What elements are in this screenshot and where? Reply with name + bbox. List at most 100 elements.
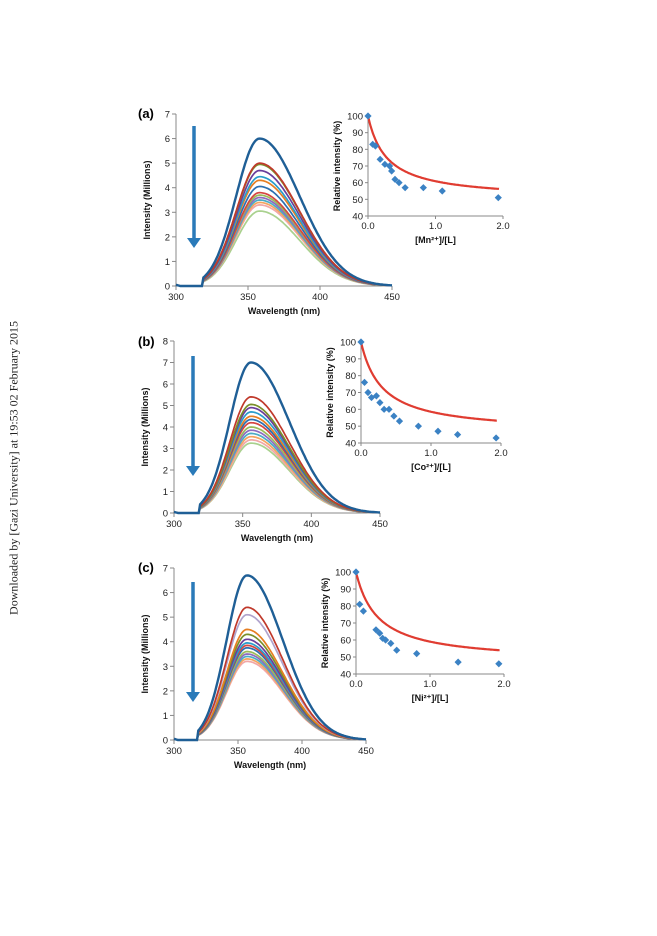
inset-y-tick-label: 80 <box>340 602 351 613</box>
x-tick-label: 400 <box>312 292 328 303</box>
inset-data-point <box>390 412 398 420</box>
inset-y-tick-label: 60 <box>352 178 363 189</box>
x-tick-label: 300 <box>166 746 182 757</box>
inset-y-axis-label: Relative intensity (%) <box>332 121 342 212</box>
inset-y-tick-label: 60 <box>340 636 351 647</box>
spectrum-series-line <box>175 162 392 287</box>
inset-x-tick-label: 1.0 <box>424 448 437 459</box>
inset-y-tick-label: 100 <box>340 338 356 349</box>
y-tick-label: 2 <box>163 466 168 477</box>
inset-data-point <box>360 378 369 386</box>
inset-fit-curve <box>366 115 500 190</box>
y-tick-label: 5 <box>165 159 170 170</box>
inset-data-point <box>386 162 394 170</box>
inset-x-tick-label: 0.0 <box>349 679 362 690</box>
inset-fit-curve <box>354 571 500 652</box>
inset-y-tick-label: 50 <box>345 422 356 433</box>
y-tick-label: 6 <box>163 588 168 599</box>
inset-y-tick-label: 90 <box>345 354 356 365</box>
y-tick-label: 2 <box>165 232 170 243</box>
inset-data-point <box>395 179 403 187</box>
inset-y-tick-label: 70 <box>340 619 351 630</box>
y-tick-label: 4 <box>165 183 170 194</box>
inset-data-point <box>371 142 380 150</box>
inset-data-point <box>414 422 422 430</box>
y-tick-label: 4 <box>163 637 168 648</box>
spectrum-series-line <box>173 606 367 741</box>
x-tick-label: 450 <box>372 519 388 530</box>
inset-x-tick-label: 1.0 <box>429 221 442 232</box>
inset-x-axis-label: [Ni²⁺]/[L] <box>412 693 449 703</box>
spectrum-series-line <box>173 574 366 742</box>
inset-data-point <box>492 434 500 442</box>
inset-plot: 40 50 60 70 80 90 100 0.0 1.0 2.0 Relative intensi… <box>325 338 508 473</box>
chart-panel-3: (c) 0 1 2 3 4 5 6 7 300 350 400 450 Intensity (Millio… <box>138 560 511 770</box>
y-tick-label: 7 <box>165 110 170 121</box>
inset-data-point <box>494 194 502 202</box>
inset-x-tick-label: 2.0 <box>497 679 510 690</box>
x-tick-label: 450 <box>358 746 374 757</box>
inset-y-tick-label: 80 <box>352 145 363 156</box>
inset-fit-curve <box>359 341 497 422</box>
panel-label: (c) <box>138 560 154 575</box>
inset-y-tick-label: 70 <box>352 162 363 173</box>
inset-data-point <box>376 155 384 163</box>
inset-x-tick-label: 0.0 <box>354 448 367 459</box>
inset-data-point <box>393 646 401 654</box>
inset-data-point <box>401 184 409 192</box>
inset-x-tick-label: 2.0 <box>494 448 507 459</box>
inset-data-point <box>382 636 390 644</box>
y-tick-label: 0 <box>163 509 168 520</box>
chart-panel-2: (b) 0 1 2 3 4 5 6 7 8 300 350 400 450 Intensity (Milli… <box>138 334 508 543</box>
inset-y-tick-label: 80 <box>345 371 356 382</box>
y-tick-label: 1 <box>165 257 170 268</box>
decrease-arrow-head <box>186 692 200 702</box>
inset-plot: 40 50 60 70 80 90 100 0.0 1.0 2.0 Relative intensi… <box>332 112 510 246</box>
inset-plot: 40 50 60 70 80 90 100 0.0 1.0 2.0 Relative intensi… <box>320 568 511 704</box>
inset-x-tick-label: 0.0 <box>361 221 374 232</box>
spectrum-series-line <box>175 137 392 288</box>
inset-data-point <box>419 184 427 192</box>
panel-label: (a) <box>138 106 154 121</box>
y-tick-label: 3 <box>163 662 168 673</box>
x-tick-label: 350 <box>235 519 251 530</box>
chart-panel-1: (a) 0 1 2 3 4 5 6 7 300 350 400 450 Intensity (Millio… <box>138 106 510 316</box>
inset-y-tick-label: 60 <box>345 405 356 416</box>
y-tick-label: 5 <box>163 613 168 624</box>
spectrum-series-line <box>173 361 381 515</box>
y-tick-label: 4 <box>163 423 168 434</box>
inset-y-tick-label: 40 <box>345 439 356 450</box>
y-tick-label: 0 <box>165 282 170 293</box>
inset-data-point <box>385 405 393 413</box>
inset-data-point <box>495 660 503 668</box>
inset-data-point <box>356 600 364 608</box>
y-tick-label: 1 <box>163 711 168 722</box>
inset-x-tick-label: 1.0 <box>423 679 436 690</box>
inset-data-point <box>413 650 421 658</box>
x-tick-label: 350 <box>230 746 246 757</box>
y-axis-label: Intensity (Millions) <box>140 614 150 693</box>
spectrum-series-line <box>175 175 393 287</box>
inset-data-point <box>454 430 462 439</box>
inset-y-tick-label: 70 <box>345 388 356 399</box>
inset-y-tick-label: 100 <box>335 568 351 579</box>
x-axis-label: Wavelength (nm) <box>241 533 313 543</box>
inset-data-point <box>369 140 377 148</box>
inset-y-tick-label: 40 <box>352 212 363 223</box>
y-tick-label: 2 <box>163 686 168 697</box>
inset-data-point <box>376 629 384 637</box>
y-axis-label: Intensity (Millions) <box>140 387 150 466</box>
y-tick-label: 5 <box>163 401 168 412</box>
x-tick-label: 300 <box>166 519 182 530</box>
y-tick-label: 6 <box>165 134 170 145</box>
inset-data-point <box>388 167 396 175</box>
x-tick-label: 400 <box>294 746 310 757</box>
x-tick-label: 350 <box>240 292 256 303</box>
y-tick-label: 6 <box>163 380 168 391</box>
inset-data-point <box>438 187 446 195</box>
inset-x-tick-label: 2.0 <box>496 221 509 232</box>
decrease-arrow-head <box>187 238 201 248</box>
inset-y-tick-label: 90 <box>340 585 351 596</box>
y-tick-label: 3 <box>163 444 168 455</box>
inset-y-tick-label: 40 <box>340 670 351 681</box>
